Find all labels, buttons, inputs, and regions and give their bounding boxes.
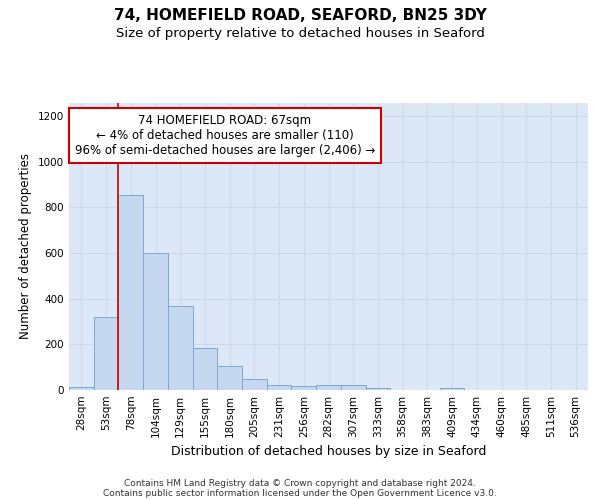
Text: Contains public sector information licensed under the Open Government Licence v3: Contains public sector information licen… [103,488,497,498]
Bar [242,380,267,390]
Text: 74, HOMEFIELD ROAD, SEAFORD, BN25 3DY: 74, HOMEFIELD ROAD, SEAFORD, BN25 3DY [113,8,487,22]
Bar [440,388,464,390]
Text: Size of property relative to detached houses in Seaford: Size of property relative to detached ho… [116,28,484,40]
Bar [217,366,242,390]
Bar [69,386,94,390]
Bar [365,388,390,390]
Text: 74 HOMEFIELD ROAD: 67sqm
← 4% of detached houses are smaller (110)
96% of semi-d: 74 HOMEFIELD ROAD: 67sqm ← 4% of detache… [74,114,375,157]
Bar [168,306,193,390]
Bar [94,317,118,390]
Bar [341,386,365,390]
Bar [292,386,316,390]
Bar [118,195,143,390]
X-axis label: Distribution of detached houses by size in Seaford: Distribution of detached houses by size … [171,446,486,458]
Y-axis label: Number of detached properties: Number of detached properties [19,153,32,340]
Bar [143,253,168,390]
Text: Contains HM Land Registry data © Crown copyright and database right 2024.: Contains HM Land Registry data © Crown c… [124,478,476,488]
Bar [193,348,217,390]
Bar [316,386,341,390]
Bar [267,385,292,390]
